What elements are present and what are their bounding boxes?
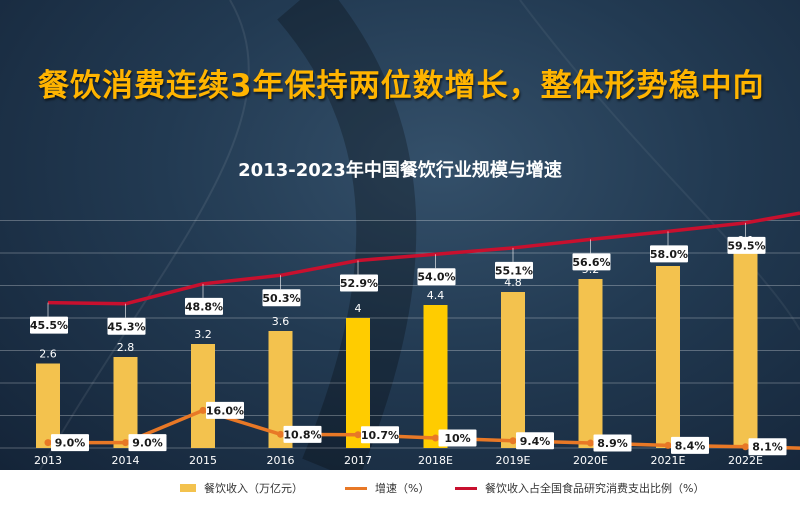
bar [501,292,525,448]
growth-point [199,406,207,414]
x-tick-label: 2014 [112,454,140,467]
x-tick-label: 2017 [344,454,372,467]
bar [191,344,215,448]
growth-point [277,430,284,438]
x-tick-label: 2013 [34,454,62,467]
share-label-box [495,261,533,279]
growth-data-label: 8.4% [675,439,706,452]
legend-swatch-share [455,486,477,490]
growth-data-label: 9.4% [520,435,551,448]
share-data-label: 59.5% [727,239,765,252]
growth-label-box [748,438,787,456]
share-data-label: 45.3% [107,320,145,333]
share-label-box [185,297,223,315]
slide-background: 餐饮消费连续3年保持两位数增长，整体形势稳中向 2013-2023年中国餐饮行业… [0,0,800,470]
legend-label-revenue: 餐饮收入（万亿元） [204,482,303,495]
legend-label-share: 餐饮收入占全国食品研究消费支出比例（%） [485,482,705,495]
x-tick-label: 2018E [418,454,453,467]
growth-point [432,434,439,442]
x-tick-label: 2021E [651,454,686,467]
chart-area: 2.6 2013 2.8 2014 3.2 2015 3.6 2016 4 2017 4.4 2018… [29,211,800,467]
bar-value-label: 3.6 [272,315,290,328]
growth-data-label: 10.8% [283,428,321,441]
legend-label-growth: 增速（%） [375,482,430,495]
bar [578,279,603,448]
growth-point [664,441,672,449]
share-label-box [727,236,766,254]
growth-data-label: 10.7% [361,429,399,442]
share-label-box [340,274,378,292]
growth-point [354,431,362,439]
x-tick-label: 2015 [189,454,217,467]
chart-title: 2013-2023年中国餐饮行业规模与增速 [238,160,562,181]
growth-label-box [671,436,709,454]
bar-value-label: 3.2 [194,328,212,341]
growth-point [509,437,517,445]
share-data-label: 48.8% [185,300,223,313]
legend: 餐饮收入（万亿元） 增速（%） 餐饮收入占全国食品研究消费支出比例（%） [0,470,800,512]
share-data-label: 52.9% [340,277,378,290]
legend-item-share: 餐饮收入占全国食品研究消费支出比例（%） [455,480,704,496]
growth-point [44,439,52,447]
share-label-box [650,245,688,263]
growth-data-label: 9.0% [132,437,163,450]
bar [113,357,138,448]
growth-label-box [361,426,399,444]
bar-value-label: 4.8 [504,276,522,289]
bar-value-label: 4.4 [427,289,445,302]
growth-label-box [516,432,554,450]
share-data-label: 58.0% [650,248,688,261]
share-data-label: 55.1% [495,264,533,277]
x-tick-label: 2016 [267,454,295,467]
share-label-box [107,317,146,335]
growth-point [587,439,594,447]
share-data-label: 50.3% [262,292,300,305]
share-data-label: 45.5% [30,319,68,332]
growth-data-label: 8.1% [752,441,783,454]
share-label-box [262,289,301,307]
growth-label-box [128,434,167,452]
share-label-box [417,268,456,286]
bar-value-label: 2.6 [39,348,57,361]
growth-label-box [593,434,632,452]
x-tick-label: 2022E [728,454,763,467]
growth-point [742,443,749,451]
bar [656,266,680,448]
growth-data-label: 8.9% [597,437,628,450]
share-label-box [30,316,68,334]
bar [733,249,758,448]
growth-label-box [206,401,244,419]
growth-data-label: 10% [444,432,470,445]
bar [423,305,448,448]
legend-item-growth: 增速（%） [345,480,429,496]
x-tick-label: 2020E [573,454,608,467]
growth-data-label: 9.0% [55,437,86,450]
bar-value-label: 4 [355,302,362,315]
x-tick-label: 2019E [496,454,531,467]
growth-label-box [283,425,322,443]
share-data-label: 54.0% [417,271,455,284]
share-label-box [572,253,611,271]
legend-swatch-growth [345,486,367,490]
growth-data-label: 16.0% [206,404,244,417]
growth-label-box [438,429,477,447]
legend-item-revenue: 餐饮收入（万亿元） [180,480,303,496]
bar-value-label: 2.8 [117,341,135,354]
headline: 餐饮消费连续3年保持两位数增长，整体形势稳中向 [38,68,765,104]
legend-swatch-revenue [180,484,196,492]
bar [36,363,60,448]
share-data-label: 56.6% [572,256,610,269]
growth-label-box [51,434,89,452]
growth-point [122,439,129,447]
